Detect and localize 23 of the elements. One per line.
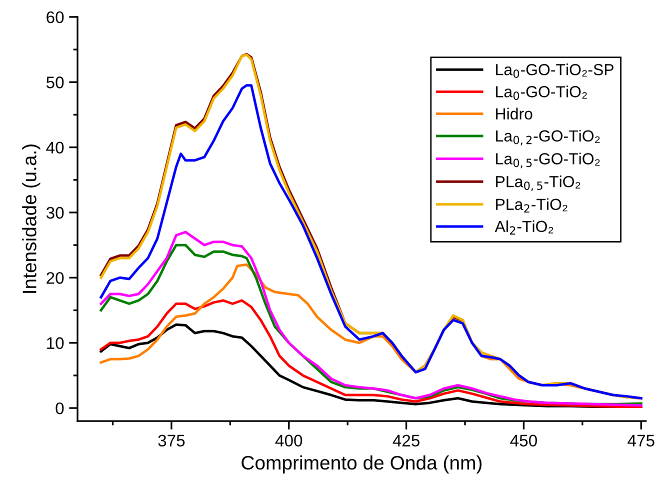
y-axis-title: Intensidade (u.a.): [22, 144, 40, 293]
legend-label: Hidro: [496, 108, 532, 120]
y-tick-label: 60: [46, 11, 64, 24]
line-series: [100, 299, 642, 408]
x-tick-label: 425: [392, 434, 420, 447]
legend-label: La$_{0,5}$-GO-TiO₂: [496, 152, 600, 168]
x-tick-label: 450: [510, 434, 537, 447]
y-tick-label: 50: [46, 76, 64, 88]
y-tick-label: 30: [46, 206, 64, 219]
x-tick-label: 475: [628, 434, 654, 447]
x-axis-title: Comprimento de Onda (nm): [242, 455, 482, 474]
x-tick-label: 375: [158, 434, 185, 447]
y-tick-label: 20: [46, 272, 64, 284]
legend-label: La$_{0}$-GO-TiO₂-SP: [496, 64, 614, 78]
y-tick-label: 10: [47, 337, 64, 350]
x-tick-label: 400: [275, 434, 302, 447]
y-tick-label: 0: [56, 402, 64, 414]
legend-label: La$_{0}$-GO-TiO₂: [496, 86, 587, 100]
legend-label: PLa$_{2}$-TiO₂: [496, 198, 568, 213]
y-tick-label: 40: [46, 142, 64, 154]
legend-label: PLa$_{0,5}$-TiO₂: [496, 176, 580, 192]
legend-label: Al$_{2}$-TiO₂: [494, 220, 554, 235]
legend-label: La$_{0,2}$-GO-TiO₂: [496, 130, 600, 146]
